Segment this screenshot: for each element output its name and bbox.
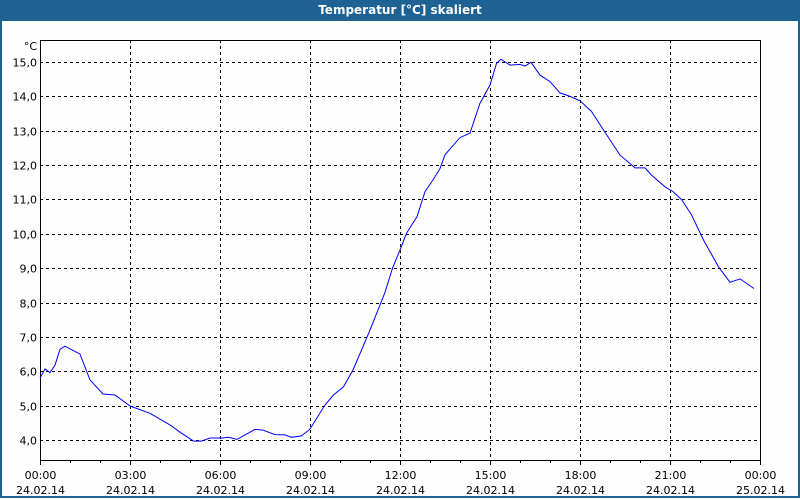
x-tick-time: 00:00 xyxy=(745,469,777,482)
y-tick-label: 13,0 xyxy=(13,126,38,139)
x-tick-date: 25.02.14 xyxy=(736,484,785,497)
x-tick-time: 00:00 xyxy=(25,469,57,482)
y-tick-label: 12,0 xyxy=(13,160,38,173)
y-tick-label: 4,0 xyxy=(20,435,38,448)
y-tick-label: 10,0 xyxy=(13,229,38,242)
window-title: Temperatur [°C] skaliert xyxy=(0,0,800,21)
x-tick-time: 18:00 xyxy=(565,469,597,482)
y-tick-label: 9,0 xyxy=(20,263,38,276)
y-tick-label: 14,0 xyxy=(13,91,38,104)
x-tick-time: 06:00 xyxy=(205,469,237,482)
y-axis-unit: °C xyxy=(24,40,38,53)
y-tick-label: 7,0 xyxy=(20,332,38,345)
y-tick-label: 11,0 xyxy=(13,194,38,207)
x-tick-date: 24.02.14 xyxy=(16,484,65,497)
y-tick-label: 15,0 xyxy=(13,57,38,70)
x-tick-time: 03:00 xyxy=(115,469,147,482)
x-tick-date: 24.02.14 xyxy=(466,484,515,497)
series-line xyxy=(39,58,755,442)
x-tick-time: 12:00 xyxy=(385,469,417,482)
y-tick-label: 6,0 xyxy=(20,366,38,379)
x-tick-date: 24.02.14 xyxy=(376,484,425,497)
x-tick-time: 09:00 xyxy=(295,469,327,482)
x-tick-time: 15:00 xyxy=(475,469,507,482)
x-tick-date: 24.02.14 xyxy=(556,484,605,497)
x-tick-date: 24.02.14 xyxy=(106,484,155,497)
x-tick-time: 21:00 xyxy=(655,469,687,482)
y-tick-label: 5,0 xyxy=(20,401,38,414)
plot-frame xyxy=(40,40,761,461)
y-tick-label: 8,0 xyxy=(20,298,38,311)
x-tick-date: 24.02.14 xyxy=(196,484,245,497)
x-tick-date: 24.02.14 xyxy=(286,484,335,497)
x-tick-date: 24.02.14 xyxy=(646,484,695,497)
